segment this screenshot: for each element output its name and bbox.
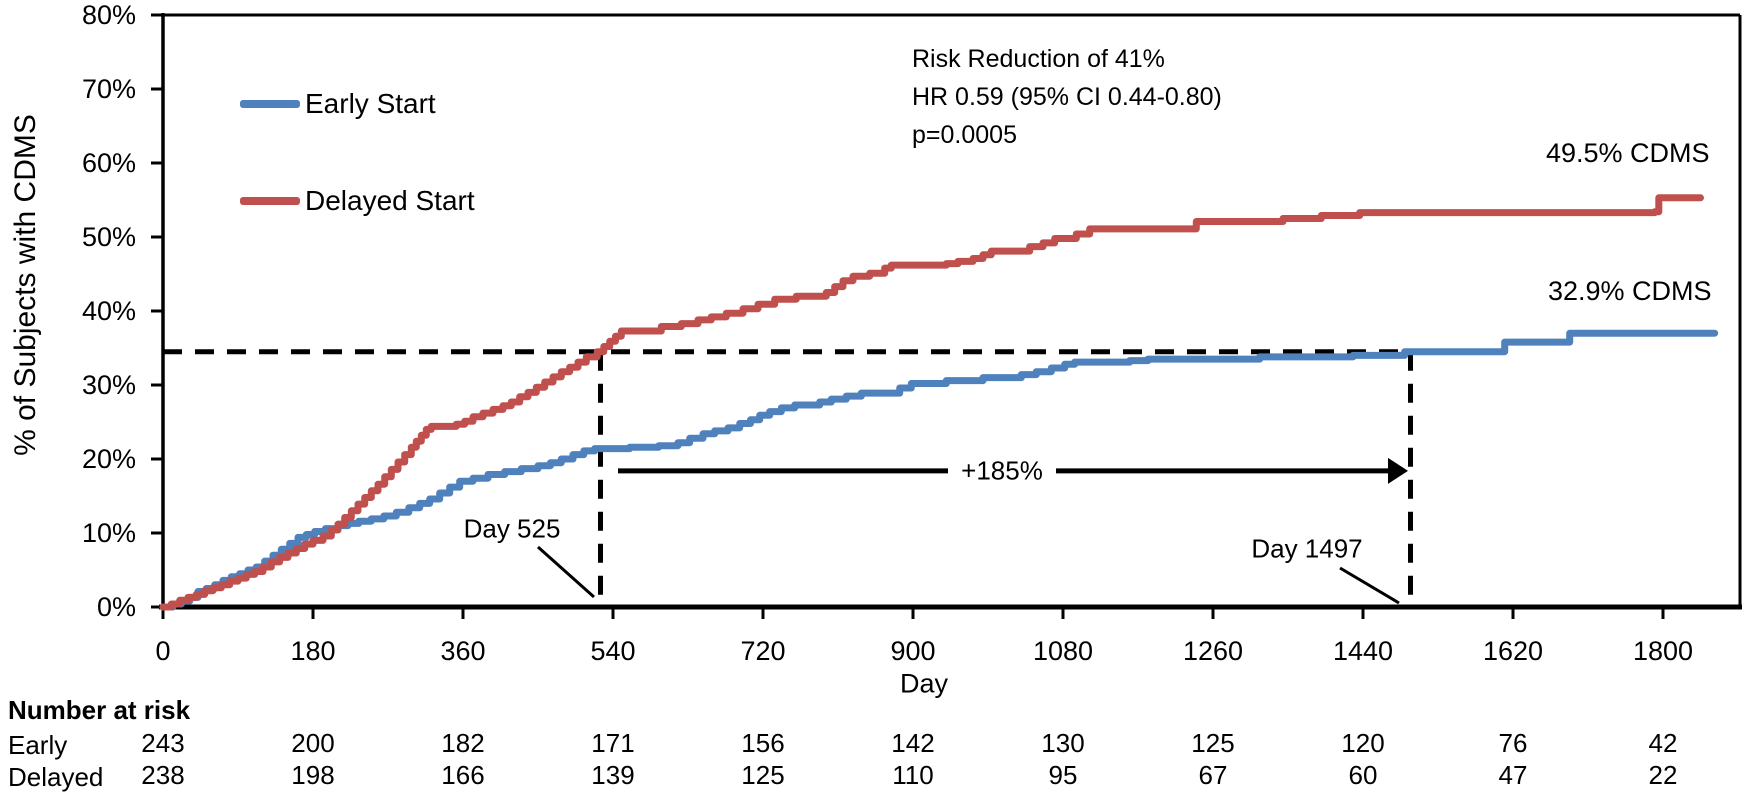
at-risk-value-delayed: 60 [1349,760,1378,790]
at-risk-value-early: 156 [741,728,784,758]
at-risk-value-delayed: 47 [1499,760,1528,790]
legend-label-delayed-start: Delayed Start [305,185,475,216]
y-tick-label: 80% [82,0,136,30]
y-tick-label: 40% [82,296,136,326]
at-risk-value-early: 182 [441,728,484,758]
at-risk-value-delayed: 125 [741,760,784,790]
at-risk-value-early: 130 [1041,728,1084,758]
x-tick-label: 720 [740,636,785,666]
day-525-label: Day 525 [463,513,561,544]
at-risk-value-early: 120 [1341,728,1384,758]
x-tick-label: 1620 [1483,636,1543,666]
day-1497-label: Day 1497 [1251,533,1363,564]
legend-item-delayed-start: Delayed Start [240,185,475,217]
at-risk-value-early: 243 [141,728,184,758]
y-tick-label: 30% [82,370,136,400]
y-tick-label: 20% [82,444,136,474]
at-risk-value-delayed: 166 [441,760,484,790]
increase-arrow-head [1388,457,1408,484]
at-risk-value-early: 200 [291,728,334,758]
increase-percent-label: +185% [961,455,1043,486]
at-risk-value-early: 76 [1499,728,1528,758]
at-risk-value-delayed: 67 [1199,760,1228,790]
hazard-ratio-text: HR 0.59 (95% CI 0.44-0.80) [912,83,1222,111]
y-tick-label: 10% [82,518,136,548]
y-tick-label: 70% [82,74,136,104]
x-tick-label: 0 [155,636,170,666]
p-value-text: p=0.0005 [912,121,1017,149]
x-tick-label: 540 [590,636,635,666]
day-525-leader-line [537,545,595,599]
at-risk-value-delayed: 110 [892,760,933,790]
x-tick-label: 900 [890,636,935,666]
risk-row-label-early: Early [8,730,68,760]
early-end-label: 32.9% CDMS [1548,276,1712,306]
x-tick-label: 1260 [1183,636,1243,666]
delayed-start-curve [159,194,1704,611]
day-1497-leader-line [1339,566,1400,605]
at-risk-value-delayed: 22 [1649,760,1678,790]
stats-annotation: Risk Reduction of 41% HR 0.59 (95% CI 0.… [912,40,1222,154]
at-risk-value-delayed: 95 [1049,760,1078,790]
x-tick-label: 180 [290,636,335,666]
early-start-line-swatch [240,100,300,108]
risk-row-label-delayed: Delayed [8,762,104,792]
legend-item-early-start: Early Start [240,88,436,120]
y-tick-label: 60% [82,148,136,178]
at-risk-value-delayed: 198 [291,760,334,790]
delayed-end-label: 49.5% CDMS [1546,138,1710,168]
delayed-start-line-swatch [240,197,300,205]
x-tick-label: 1440 [1333,636,1393,666]
at-risk-value-early: 142 [891,728,934,758]
y-tick-label: 50% [82,222,136,252]
at-risk-value-early: 171 [591,728,634,758]
x-axis-title: Day [899,668,949,699]
at-risk-value-delayed: 238 [141,760,184,790]
risk-reduction-text: Risk Reduction of 41% [912,45,1165,73]
at-risk-value-early: 125 [1191,728,1234,758]
legend-label-early-start: Early Start [305,88,436,119]
y-tick-label: 0% [97,592,136,622]
x-tick-label: 1800 [1633,636,1693,666]
at-risk-value-early: 42 [1649,728,1678,758]
x-tick-label: 360 [440,636,485,666]
at-risk-value-delayed: 139 [591,760,634,790]
number-at-risk-header: Number at risk [8,695,191,725]
x-tick-label: 1080 [1033,636,1093,666]
y-axis-title: % of Subjects with CDMS [9,114,42,456]
